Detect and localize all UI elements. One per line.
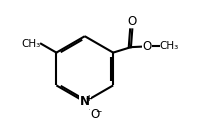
Text: +: + (85, 94, 91, 103)
Text: O: O (142, 40, 151, 53)
Text: N: N (80, 95, 90, 108)
Text: −: − (95, 108, 102, 116)
Text: CH₃: CH₃ (160, 41, 179, 51)
Text: CH₃: CH₃ (21, 39, 40, 49)
Text: O: O (128, 15, 137, 28)
Text: O: O (91, 108, 100, 121)
